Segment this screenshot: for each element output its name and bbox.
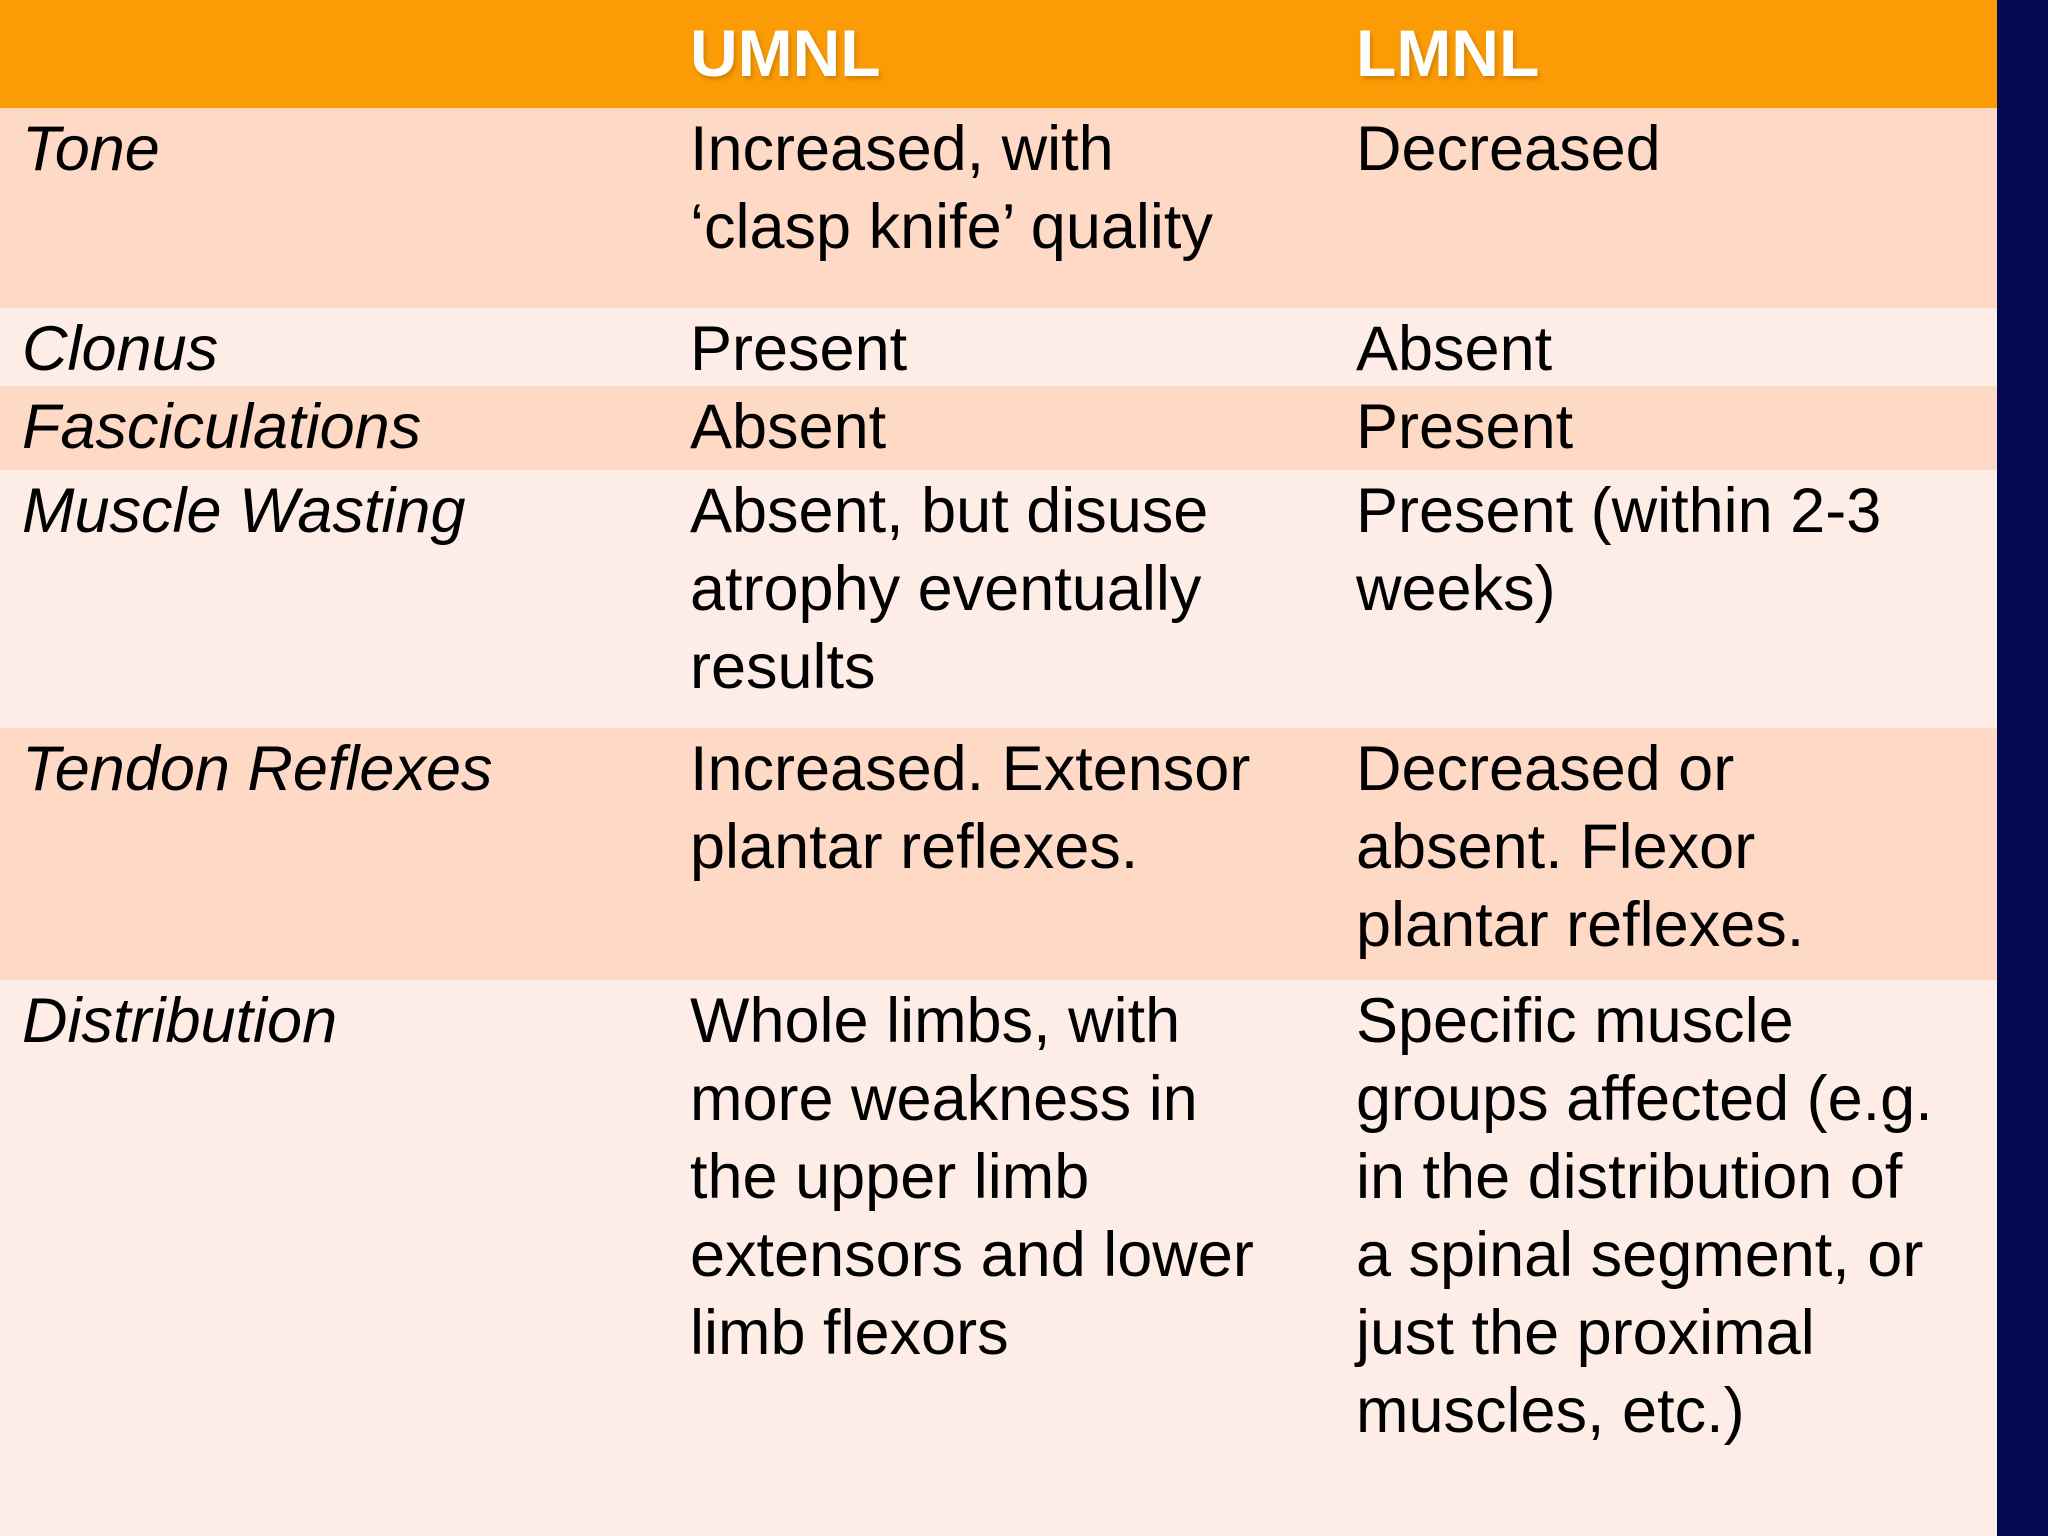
umnl-lmnl-comparison-table: UMNL LMNL Tone Increased, with ‘clasp kn…: [0, 0, 1997, 1536]
umnl-cell: Whole limbs, with more weakness in the u…: [690, 986, 1254, 1368]
umnl-cell: Present: [690, 314, 908, 384]
umnl-cell: Increased, with ‘clasp knife’ quality: [690, 114, 1213, 262]
lmnl-cell: Absent: [1356, 314, 1553, 384]
umnl-cell: Increased. Extensor plantar reflexes.: [690, 734, 1251, 882]
umnl-cell: Absent, but disuse atrophy eventually re…: [690, 476, 1209, 702]
umnl-cell: Absent: [690, 392, 887, 462]
row-label: Distribution: [22, 986, 338, 1056]
table-row-tendon-reflexes: Tendon Reflexes Increased. Extensor plan…: [0, 728, 1997, 980]
header-cell-corner: [0, 0, 668, 108]
table-row-distribution: Distribution Whole limbs, with more weak…: [0, 980, 1997, 1536]
lmnl-cell: Present: [1356, 392, 1574, 462]
lmnl-cell: Decreased or absent. Flexor plantar refl…: [1356, 734, 1805, 960]
lmnl-cell: Decreased: [1356, 114, 1661, 184]
table-header-row: UMNL LMNL: [0, 0, 1997, 108]
table-row-tone: Tone Increased, with ‘clasp knife’ quali…: [0, 108, 1997, 308]
slide-background-strip: [1997, 0, 2048, 1536]
header-cell-umnl: UMNL: [690, 16, 881, 90]
row-label: Tone: [22, 114, 160, 184]
table-row-muscle-wasting: Muscle Wasting Absent, but disuse atroph…: [0, 470, 1997, 728]
row-label: Clonus: [22, 314, 219, 384]
lmnl-cell: Specific muscle groups affected (e.g. in…: [1356, 986, 1933, 1446]
row-label: Tendon Reflexes: [22, 734, 493, 804]
header-cell-lmnl: LMNL: [1356, 16, 1540, 90]
row-label: Fasciculations: [22, 392, 422, 462]
row-label: Muscle Wasting: [22, 476, 466, 546]
table-row-clonus: Clonus Present Absent: [0, 308, 1997, 386]
table-row-fasciculations: Fasciculations Absent Present: [0, 386, 1997, 470]
lmnl-cell: Present (within 2-3 weeks): [1356, 476, 1882, 624]
